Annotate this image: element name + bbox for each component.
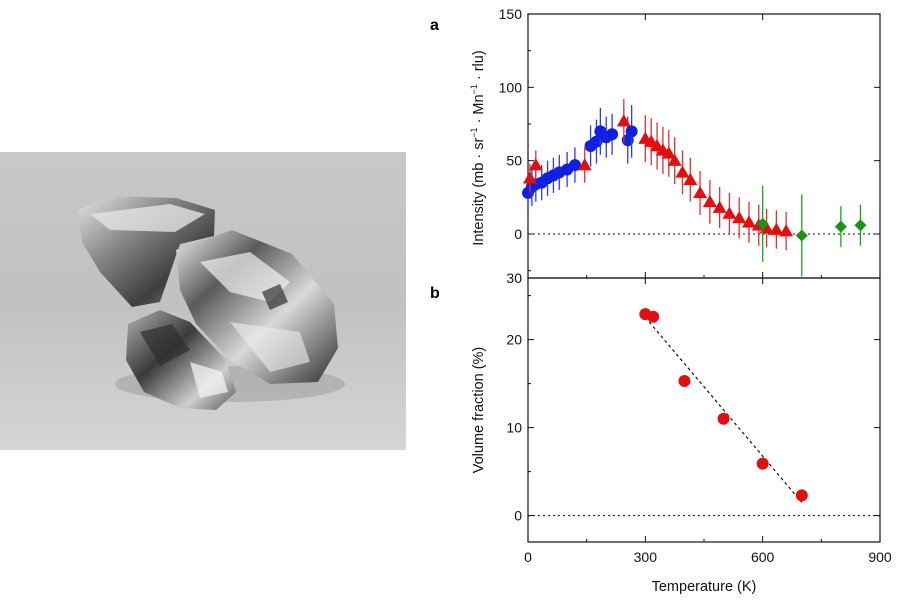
panel-b-y-tick-label: 0 [514,508,522,524]
data-point-triangle [522,171,537,184]
data-point-triangle [741,215,756,228]
panel-b-x-ticks: 0 300 600 900 [524,14,892,565]
data-point-triangle [732,210,747,224]
data-point-circle [795,489,808,502]
data-point-circle [647,310,660,323]
data-point-diamond [834,220,847,233]
data-point-circle [568,159,581,172]
panel-b-data [639,308,808,502]
data-point-triangle [616,114,631,127]
data-point-triangle [712,200,727,213]
panel-b-y-tick-label: 10 [506,420,522,436]
panel-b-x-axis-label: Temperature (K) [652,579,757,595]
data-point-diamond [795,229,808,242]
data-point-circle [756,457,769,470]
data-point-circle [590,135,603,148]
panel-b-label: b [430,285,440,302]
data-point-triangle [769,222,784,235]
panel-b-y-axis-label: Volume fraction (%) [471,347,487,474]
panel-a-y-tick-label: 100 [499,79,523,95]
data-point-triangle [528,158,543,171]
panel-a-label: a [430,17,439,34]
data-point-diamond [854,219,867,232]
data-point-triangle [667,153,682,166]
panel-a-data [522,99,867,277]
data-point-triangle [577,158,592,171]
panel-b-x-tick-label: 0 [524,549,532,565]
data-point-diamond [756,217,769,230]
panel-b-fit-line [648,321,803,503]
data-point-triangle [779,224,794,237]
data-point-circle [717,412,730,425]
panel-b-y-ticks: 0 10 20 [506,295,880,524]
panel-a-y-axis-label: Intensity (mb · sr−1 · Mn−1 · rlu) [469,50,487,245]
panel-a-y-tick-label: 50 [506,153,522,169]
data-point-circle [625,125,638,138]
metal-crystal-photo [0,152,406,450]
panel-b-y-tick-label: 20 [506,332,522,348]
data-point-triangle [702,194,717,207]
panel-a-y-ticks: 150 100 50 0 30 [499,6,880,286]
panel-a-y-tick-label: 30 [506,270,522,286]
data-point-triangle [675,165,690,178]
data-point-circle [678,374,691,387]
panel-b-x-tick-label: 900 [868,549,892,565]
panel-b-x-tick-label: 600 [751,549,775,565]
data-point-triangle [661,146,676,159]
panel-a-y-tick-label: 150 [499,6,523,22]
panel-b-x-tick-label: 300 [634,549,658,565]
data-point-triangle [722,206,737,219]
panel-a-y-tick-label: 0 [514,226,522,242]
data-point-circle [606,128,619,141]
panel-b-frame [527,277,881,543]
panel-a-frame [527,13,881,279]
data-point-triangle [683,172,698,185]
data-point-triangle [693,185,708,199]
